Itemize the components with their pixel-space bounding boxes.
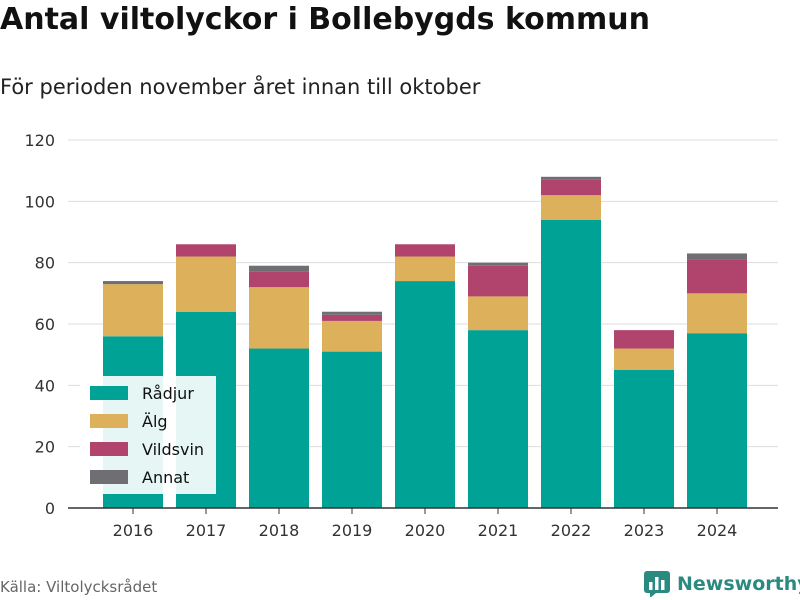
bar-stack-2024 — [687, 253, 747, 508]
bar-segment-Älg-2016[interactable] — [103, 284, 163, 337]
bar-stack-2019 — [322, 311, 382, 508]
y-tick-label: 40 — [35, 376, 55, 395]
bar-segment-Vildsvin-2021[interactable] — [468, 265, 528, 297]
x-tick-label: 2020 — [405, 521, 446, 540]
bar-stack-2022 — [541, 176, 601, 508]
brand-logo[interactable]: Newsworthy — [644, 569, 800, 599]
x-tick-label: 2017 — [186, 521, 227, 540]
bar-segment-Vildsvin-2022[interactable] — [541, 179, 601, 196]
bar-segment-Älg-2022[interactable] — [541, 195, 601, 220]
chart-subtitle: För perioden november året innan till ok… — [0, 75, 481, 99]
bar-segment-Älg-2023[interactable] — [614, 348, 674, 370]
chart-title: Antal viltolyckor i Bollebygds kommun — [0, 2, 650, 37]
bar-segment-Vildsvin-2023[interactable] — [614, 330, 674, 349]
bar-stack-2021 — [468, 262, 528, 508]
source-note: Källa: Viltolycksrådet — [0, 578, 158, 596]
bar-segment-Rådjur-2020[interactable] — [395, 281, 455, 508]
bar-segment-Rådjur-2022[interactable] — [541, 219, 601, 508]
y-tick-label: 120 — [24, 131, 55, 150]
bar-segment-Rådjur-2023[interactable] — [614, 370, 674, 508]
bar-segment-Annat-2024[interactable] — [687, 253, 747, 260]
bar-stack-2020 — [395, 244, 455, 508]
bar-segment-Vildsvin-2018[interactable] — [249, 271, 309, 288]
x-tick-label: 2021 — [478, 521, 519, 540]
bar-stack-2018 — [249, 265, 309, 508]
legend-swatch-Älg[interactable] — [90, 414, 128, 428]
bar-segment-Älg-2019[interactable] — [322, 320, 382, 352]
y-tick-label: 20 — [35, 438, 55, 457]
legend: Rådjur Älg Vildsvin Annat — [80, 376, 216, 494]
bar-segment-Vildsvin-2024[interactable] — [687, 259, 747, 294]
bar-segment-Annat-2018[interactable] — [249, 265, 309, 272]
bar-segment-Älg-2024[interactable] — [687, 293, 747, 334]
y-tick-label: 80 — [35, 254, 55, 273]
brand-name: Newsworthy — [677, 573, 800, 595]
x-tick-label: 2022 — [551, 521, 592, 540]
legend-swatch-Vildsvin[interactable] — [90, 442, 128, 456]
legend-swatch-Rådjur[interactable] — [90, 386, 128, 400]
stacked-bar-chart: 0 20 40 60 80 100 120 2016 2017 2018 2019 2020 2021 2… — [24, 131, 778, 540]
x-tick-label: 2023 — [624, 521, 665, 540]
bar-segment-Älg-2018[interactable] — [249, 287, 309, 349]
axes: 0 20 40 60 80 100 120 2016 2017 2018 2019 2020 2021 2… — [24, 131, 778, 540]
y-tick-label: 60 — [35, 315, 55, 334]
legend-label-Rådjur: Rådjur — [142, 384, 194, 403]
bar-segment-Älg-2017[interactable] — [176, 256, 236, 312]
x-tick-label: 2016 — [113, 521, 154, 540]
bar-stack-2023 — [614, 330, 674, 508]
bar-chart-logo-icon — [644, 571, 670, 597]
bar-segment-Vildsvin-2019[interactable] — [322, 314, 382, 321]
legend-swatch-Annat[interactable] — [90, 470, 128, 484]
bar-segment-Annat-2022[interactable] — [541, 176, 601, 180]
bar-segment-Älg-2021[interactable] — [468, 296, 528, 331]
legend-label-Älg: Älg — [142, 412, 168, 431]
bar-segment-Vildsvin-2017[interactable] — [176, 244, 236, 257]
x-tick-label: 2018 — [259, 521, 300, 540]
bar-segment-Annat-2016[interactable] — [103, 281, 163, 285]
bar-segment-Rådjur-2021[interactable] — [468, 330, 528, 508]
bar-segment-Vildsvin-2020[interactable] — [395, 244, 455, 257]
x-tick-label: 2019 — [332, 521, 373, 540]
bar-segment-Rådjur-2018[interactable] — [249, 348, 309, 508]
bar-segment-Rådjur-2019[interactable] — [322, 351, 382, 508]
legend-label-Annat: Annat — [142, 468, 189, 487]
y-tick-label: 0 — [45, 499, 55, 518]
x-tick-label: 2024 — [697, 521, 738, 540]
bar-segment-Älg-2020[interactable] — [395, 256, 455, 282]
bar-segment-Rådjur-2024[interactable] — [687, 333, 747, 508]
bar-segment-Annat-2021[interactable] — [468, 262, 528, 266]
bar-segment-Annat-2019[interactable] — [322, 311, 382, 315]
y-tick-label: 100 — [24, 192, 55, 211]
legend-label-Vildsvin: Vildsvin — [142, 440, 204, 459]
